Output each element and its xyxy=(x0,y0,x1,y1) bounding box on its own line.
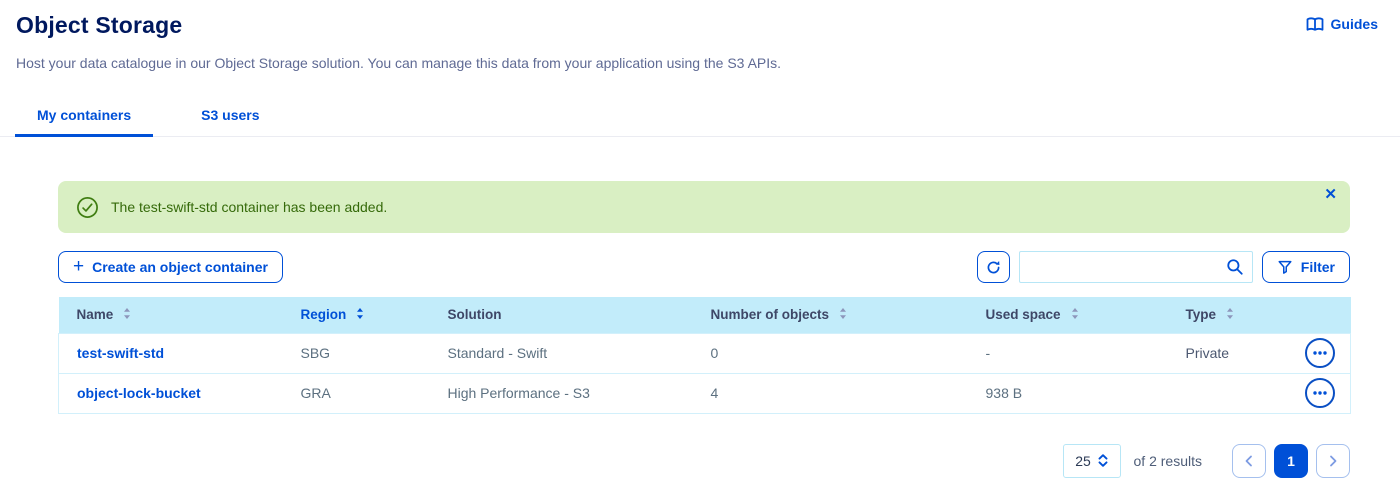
column-label: Type xyxy=(1185,307,1217,323)
tab-my-containers[interactable]: My containers xyxy=(15,101,154,137)
row-actions-button[interactable] xyxy=(1305,378,1336,408)
row-actions-button[interactable] xyxy=(1305,338,1336,368)
region-cell: SBG xyxy=(300,345,331,361)
region-cell: GRA xyxy=(300,385,331,401)
table-header-row: Name Region Solution Number of objects U… xyxy=(58,297,1351,333)
type-cell: Private xyxy=(1185,345,1230,361)
toolbar-right: Filter xyxy=(976,251,1350,283)
results-count: of 2 results xyxy=(1133,452,1202,469)
page-size-select[interactable]: 25 xyxy=(1062,443,1121,478)
create-container-button[interactable]: + Create an object container xyxy=(58,251,283,283)
used-space-cell: - xyxy=(985,345,991,361)
next-page-button[interactable] xyxy=(1316,443,1350,478)
page-1-button[interactable]: 1 xyxy=(1274,443,1308,478)
column-header-type[interactable]: Type xyxy=(1167,297,1291,333)
objects-cell: 4 xyxy=(710,385,719,401)
success-banner: The test-swift-std container has been ad… xyxy=(58,181,1350,233)
used-space-cell: 938 B xyxy=(985,385,1023,401)
column-header-objects[interactable]: Number of objects xyxy=(692,297,968,333)
column-header-used-space[interactable]: Used space xyxy=(967,297,1168,333)
plus-icon: + xyxy=(73,255,85,277)
ellipsis-icon xyxy=(1313,351,1327,355)
column-label: Solution xyxy=(447,307,502,323)
pagination: 25 of 2 results 1 xyxy=(58,443,1350,478)
book-icon xyxy=(1306,16,1324,32)
refresh-button[interactable] xyxy=(976,251,1010,283)
type-cell xyxy=(1168,373,1291,413)
search-input[interactable] xyxy=(1018,251,1253,283)
toolbar: + Create an object container xyxy=(58,251,1350,283)
container-name-link[interactable]: object-lock-bucket xyxy=(77,385,201,401)
search-icon[interactable] xyxy=(1226,258,1244,281)
page-title: Object Storage xyxy=(16,12,183,38)
containers-table: Name Region Solution Number of objects U… xyxy=(58,297,1351,414)
guides-label: Guides xyxy=(1330,16,1378,32)
tab-label: My containers xyxy=(37,107,132,123)
close-icon[interactable]: ✕ xyxy=(1324,186,1337,203)
container-name-link[interactable]: test-swift-std xyxy=(77,345,165,361)
banner-message: The test-swift-std container has been ad… xyxy=(111,199,388,215)
tab-content: The test-swift-std container has been ad… xyxy=(58,181,1351,478)
solution-cell: Standard - Swift xyxy=(447,345,548,361)
tab-label: S3 users xyxy=(201,107,260,123)
column-label: Number of objects xyxy=(710,307,830,323)
create-container-label: Create an object container xyxy=(92,259,268,275)
column-header-actions xyxy=(1290,297,1351,333)
tab-bar: My containers S3 users xyxy=(0,101,1400,137)
ellipsis-icon xyxy=(1313,391,1327,395)
column-header-solution[interactable]: Solution xyxy=(429,297,693,333)
sort-icon xyxy=(1071,307,1079,323)
sort-icon xyxy=(123,307,131,323)
prev-page-button[interactable] xyxy=(1232,443,1266,478)
guides-link[interactable]: Guides xyxy=(1306,16,1378,32)
sort-icon xyxy=(839,307,847,323)
column-header-name[interactable]: Name xyxy=(58,297,283,333)
filter-button[interactable]: Filter xyxy=(1261,251,1350,283)
column-label: Name xyxy=(76,307,114,323)
objects-cell: 0 xyxy=(710,345,719,361)
refresh-icon xyxy=(985,259,1002,276)
sort-icon xyxy=(1226,307,1234,323)
page-subtitle: Host your data catalogue in our Object S… xyxy=(16,55,782,71)
page-header: Object Storage Guides xyxy=(0,0,1400,39)
column-header-region[interactable]: Region xyxy=(282,297,430,333)
filter-icon xyxy=(1277,259,1293,275)
select-chevrons-icon xyxy=(1098,454,1108,467)
table-row: test-swift-std SBG Standard - Swift 0 - … xyxy=(58,333,1351,373)
table-row: object-lock-bucket GRA High Performance … xyxy=(58,373,1351,413)
solution-cell: High Performance - S3 xyxy=(447,385,590,401)
sort-icon xyxy=(356,307,364,323)
filter-label: Filter xyxy=(1300,259,1335,275)
tab-s3-users[interactable]: S3 users xyxy=(179,101,281,137)
search-box xyxy=(1018,251,1253,283)
column-label: Region xyxy=(300,307,347,323)
chevron-right-icon xyxy=(1328,455,1338,467)
chevron-left-icon xyxy=(1244,455,1254,467)
column-label: Used space xyxy=(985,307,1061,323)
page-size-value: 25 xyxy=(1075,452,1091,469)
check-circle-icon xyxy=(76,196,99,219)
